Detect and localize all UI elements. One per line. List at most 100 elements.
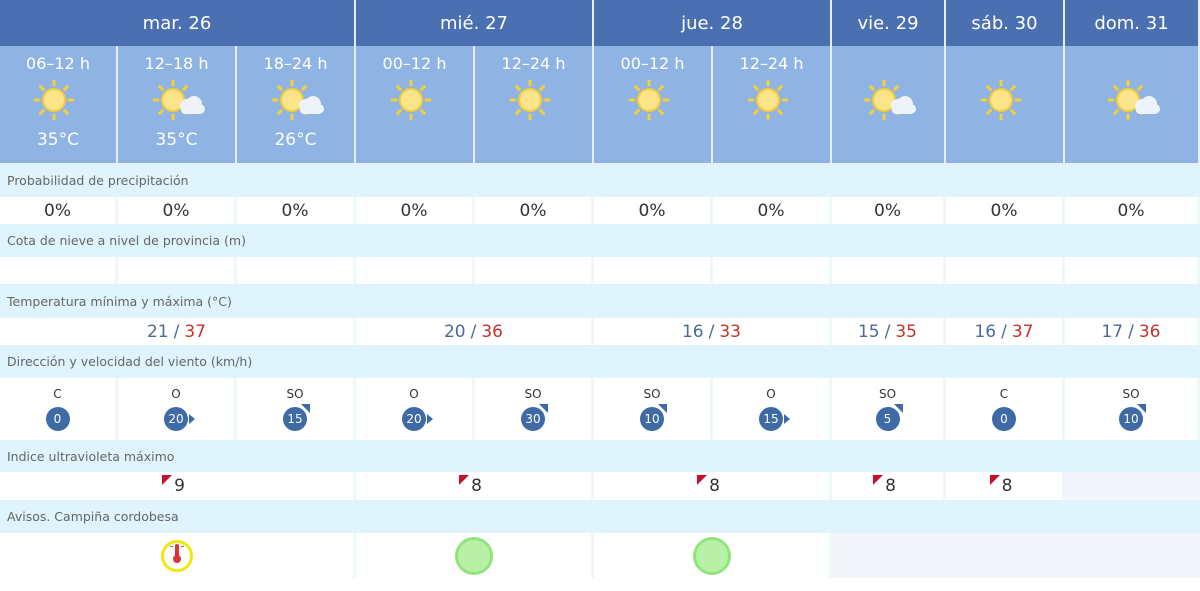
sun-cloud-icon (268, 74, 324, 128)
precip-cell: 0% (356, 197, 475, 224)
forecast-table: mar. 26 mié. 27 jue. 28 vie. 29 sáb. 30 dom. … (0, 0, 1200, 578)
sun-icon (30, 74, 86, 128)
period-cell: 00–12 h (356, 46, 475, 163)
period-cell: 00–12 h (594, 46, 713, 163)
wind-speed-badge: 10 (640, 404, 667, 431)
uv-cell: 8 (946, 472, 1065, 500)
wind-cell: SO 10 (1065, 378, 1200, 440)
period-cell: 12–24 h (475, 46, 594, 163)
sun-cloud-icon (1104, 74, 1160, 128)
separator: / (1128, 321, 1134, 342)
period-hours: 12–18 h (144, 54, 209, 73)
temp-cell: 21/37 (0, 318, 356, 345)
warning-green-indicator[interactable] (454, 536, 493, 575)
aviso-cell (0, 533, 356, 578)
period-hours: 00–12 h (620, 54, 685, 73)
min-temp: 15 (857, 321, 880, 342)
wind-direction: SO (524, 387, 542, 401)
wind-direction: SO (286, 387, 304, 401)
period-temperature: 35°C (155, 130, 198, 150)
period-temperature: 26°C (274, 130, 317, 150)
snow-cell (356, 257, 475, 284)
wind-cell: O 20 (356, 378, 475, 440)
high-temperature-icon (169, 542, 184, 569)
period-hours: 12–24 h (739, 54, 804, 73)
wind-speed-badge: 5 (875, 404, 903, 431)
uv-value: 9 (162, 475, 185, 496)
separator: / (1001, 321, 1007, 342)
wind-direction: SO (643, 387, 661, 401)
period-cell (946, 46, 1065, 163)
wind-speed-badge: 10 (1119, 404, 1146, 431)
wind-speed-badge: 0 (992, 407, 1016, 431)
wind-cell: SO 5 (832, 378, 946, 440)
wind-direction: O (766, 387, 776, 401)
day-header: vie. 29 (832, 0, 946, 46)
label-avisos: Avisos. Campiña cordobesa (0, 500, 1200, 533)
period-cell: 18–24 h 26°C (237, 46, 356, 163)
snow-cell (832, 257, 946, 284)
warning-green-indicator[interactable] (692, 536, 731, 575)
aviso-cell (1065, 533, 1200, 578)
label-temp: Temperatura mínima y máxima (°C) (0, 284, 1200, 318)
temp-cell: 15/35 (832, 318, 946, 345)
wind-speed-badge: 20 (164, 407, 195, 431)
day-header: jue. 28 (594, 0, 832, 46)
wind-cell: SO 10 (594, 378, 713, 440)
precip-cell: 0% (1065, 197, 1200, 224)
temp-cell: 16/33 (594, 318, 832, 345)
aviso-cell (832, 533, 946, 578)
min-temp: 17 (1101, 321, 1124, 342)
wind-direction: SO (878, 387, 897, 401)
day-header: mié. 27 (356, 0, 594, 46)
wind-speed-badge: 30 (521, 404, 548, 431)
uv-value: 8 (459, 475, 482, 496)
separator: / (470, 321, 477, 342)
day-header: sáb. 30 (946, 0, 1065, 46)
precip-cell: 0% (475, 197, 594, 224)
sun-icon (506, 74, 562, 128)
precip-cell: 0% (0, 197, 118, 224)
aviso-cell (356, 533, 594, 578)
wind-direction: C (999, 387, 1009, 401)
separator: / (884, 321, 891, 342)
wind-speed-badge: 15 (759, 407, 790, 431)
period-cell: 12–24 h (713, 46, 832, 163)
precip-cell: 0% (946, 197, 1065, 224)
precip-cell: 0% (237, 197, 356, 224)
uv-cell: 8 (594, 472, 832, 500)
uv-cell (1065, 472, 1200, 500)
temp-cell: 17/36 (1065, 318, 1200, 345)
uv-value: 8 (873, 475, 896, 496)
sun-icon (625, 74, 681, 128)
warning-yellow-indicator[interactable] (160, 539, 193, 572)
uv-value: 8 (697, 475, 720, 496)
sun-cloud-icon (149, 74, 205, 128)
precip-cell: 0% (118, 197, 237, 224)
snow-cell (713, 257, 832, 284)
sun-icon (387, 74, 443, 128)
min-temp: 16 (681, 321, 704, 342)
sun-icon (744, 74, 800, 128)
snow-cell (237, 257, 356, 284)
min-temp: 16 (974, 321, 997, 342)
sun-icon (977, 74, 1033, 128)
wind-cell: O 20 (118, 378, 237, 440)
snow-cell (946, 257, 1065, 284)
wind-direction: SO (1122, 387, 1140, 401)
snow-cell (594, 257, 713, 284)
wind-speed-badge: 0 (45, 407, 70, 431)
temp-cell: 16/37 (946, 318, 1065, 345)
snow-cell (0, 257, 118, 284)
label-wind: Dirección y velocidad del viento (km/h) (0, 345, 1200, 378)
separator: / (708, 321, 715, 342)
sun-cloud-icon (860, 74, 916, 128)
wind-direction: O (409, 387, 419, 401)
label-snow: Cota de nieve a nivel de provincia (m) (0, 224, 1200, 257)
aviso-cell (594, 533, 832, 578)
label-precip: Probabilidad de precipitación (0, 163, 1200, 197)
wind-cell: SO 15 (237, 378, 356, 440)
uv-cell: 8 (832, 472, 946, 500)
wind-direction: C (53, 387, 62, 401)
period-cell (832, 46, 946, 163)
